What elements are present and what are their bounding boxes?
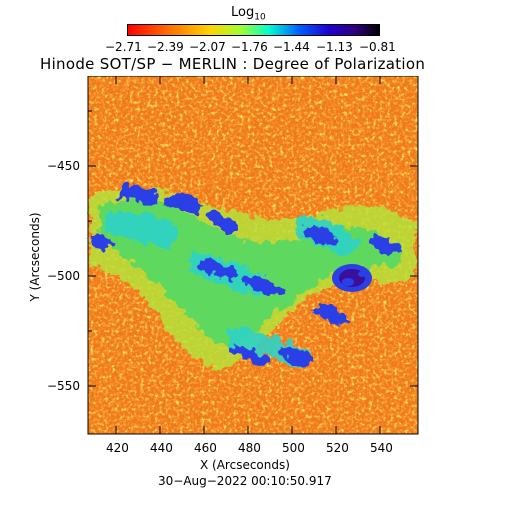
- x-tick-label: 460: [194, 441, 217, 455]
- colorbar-tick: −2.07: [189, 40, 226, 54]
- dark-core: [332, 264, 372, 292]
- x-ticks: [115, 76, 381, 434]
- x-axis-title: X (Arcseconds): [200, 458, 290, 472]
- x-tick-label: 540: [370, 441, 393, 455]
- x-tick-label: 440: [150, 441, 173, 455]
- x-tick-label: 420: [106, 441, 129, 455]
- y-tick-label: −450: [47, 159, 80, 173]
- plot-title: Hinode SOT/SP − MERLIN : Degree of Polar…: [40, 55, 426, 73]
- colorbar-tick: −2.39: [147, 40, 184, 54]
- colorbar-ticks: −2.71 −2.39 −2.07 −1.76 −1.44 −1.13 −0.8…: [105, 40, 405, 54]
- y-tick-label: −500: [47, 269, 80, 283]
- colorbar-tick: −0.81: [359, 40, 396, 54]
- y-axis-title: Y (Arcseconds): [28, 212, 42, 302]
- y-tick-label: −550: [47, 379, 80, 393]
- colorbar-label-sub: 10: [254, 12, 266, 23]
- x-tick-label: 500: [282, 441, 305, 455]
- observation-timestamp: 30−Aug−2022 00:10:50.917: [158, 474, 332, 488]
- colorbar-tick: −1.13: [316, 40, 353, 54]
- x-tick-label: 520: [326, 441, 349, 455]
- polarization-map: [87, 76, 419, 435]
- colorbar-tick: −1.44: [273, 40, 310, 54]
- colorbar-label-main: Log: [231, 5, 255, 20]
- colorbar-tick: −1.76: [231, 40, 268, 54]
- colorbar-tick: −2.71: [105, 40, 142, 54]
- colorbar: [127, 24, 380, 36]
- y-ticks: [88, 110, 418, 387]
- network-features: [90, 184, 416, 368]
- x-tick-label: 480: [238, 441, 261, 455]
- plot-frame: [87, 76, 419, 435]
- colorbar-label: Log10: [231, 5, 266, 23]
